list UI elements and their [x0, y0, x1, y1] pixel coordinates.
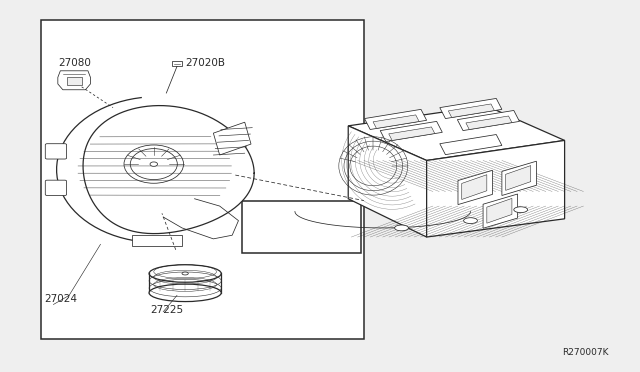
Polygon shape	[440, 135, 502, 155]
Bar	[67, 77, 82, 85]
Polygon shape	[461, 175, 487, 199]
Ellipse shape	[395, 225, 408, 231]
Ellipse shape	[182, 272, 188, 275]
Bar	[172, 61, 182, 67]
Text: 27225: 27225	[150, 305, 184, 315]
Ellipse shape	[463, 218, 477, 224]
Ellipse shape	[514, 207, 527, 213]
Polygon shape	[483, 194, 518, 228]
Polygon shape	[440, 99, 502, 119]
Ellipse shape	[149, 265, 221, 282]
Bar	[242, 201, 361, 253]
Polygon shape	[373, 115, 419, 128]
Ellipse shape	[149, 284, 221, 302]
Polygon shape	[487, 198, 512, 223]
Polygon shape	[83, 106, 254, 234]
Polygon shape	[348, 126, 427, 237]
Text: 27080: 27080	[58, 58, 91, 68]
Polygon shape	[458, 110, 520, 131]
FancyBboxPatch shape	[45, 144, 67, 159]
Polygon shape	[506, 166, 531, 190]
Polygon shape	[365, 109, 427, 129]
Polygon shape	[380, 121, 442, 141]
Polygon shape	[213, 122, 251, 155]
Ellipse shape	[131, 149, 177, 180]
Polygon shape	[348, 106, 564, 160]
Bar	[132, 235, 182, 246]
Bar	[41, 20, 364, 339]
Text: R270007K: R270007K	[562, 348, 609, 357]
Polygon shape	[449, 104, 494, 118]
Ellipse shape	[150, 162, 157, 166]
Polygon shape	[502, 161, 536, 195]
Text: 27024: 27024	[44, 295, 77, 304]
Polygon shape	[458, 170, 493, 205]
Text: 27020B: 27020B	[185, 58, 225, 68]
Ellipse shape	[124, 145, 184, 183]
FancyBboxPatch shape	[45, 180, 67, 195]
Polygon shape	[466, 116, 512, 129]
Polygon shape	[58, 71, 90, 90]
Polygon shape	[427, 141, 564, 237]
Polygon shape	[388, 127, 435, 141]
